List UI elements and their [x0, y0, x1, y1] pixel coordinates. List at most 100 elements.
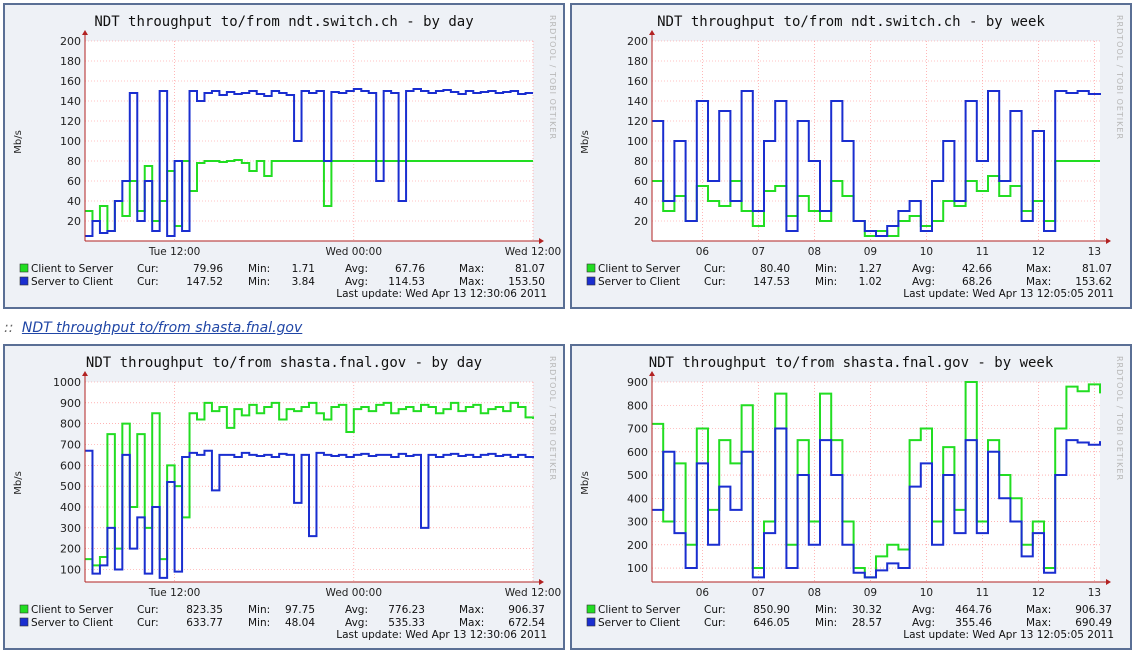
x-tick-label: 07 [752, 587, 765, 599]
legend-name: Server to Client [598, 276, 680, 288]
legend-cur-value: 633.77 [186, 617, 223, 629]
legend-avg-label: Avg: [345, 604, 368, 616]
y-tick-label: 600 [60, 459, 81, 472]
legend-avg-value: 464.76 [955, 604, 992, 616]
legend-min-value: 1.27 [859, 263, 882, 275]
legend-max-value: 153.50 [508, 276, 545, 288]
legend-swatch [19, 276, 29, 286]
legend-max-value: 672.54 [508, 617, 545, 629]
x-tick-label: Wed 12:00 [505, 587, 562, 599]
x-tick-label: 06 [696, 587, 710, 599]
y-tick-label: 700 [60, 439, 81, 452]
legend-cur-value: 823.35 [186, 604, 223, 616]
legend-avg-label: Avg: [345, 617, 368, 629]
last-update: Last update: Wed Apr 13 12:30:06 2011 [336, 629, 547, 641]
legend-cur-label: Cur: [137, 263, 159, 275]
chart-svg: NDT throughput to/from shasta.fnal.gov -… [580, 355, 1124, 641]
y-tick-label: 60 [634, 175, 648, 188]
legend-cur-value: 80.40 [760, 263, 790, 275]
x-tick-label: 12 [1032, 246, 1045, 258]
legend-name: Server to Client [31, 276, 113, 288]
x-tick-label: Tue 12:00 [148, 587, 201, 599]
y-tick-label: 900 [60, 397, 81, 410]
x-tick-label: 11 [976, 246, 989, 258]
legend-name: Server to Client [31, 617, 113, 629]
chart-svg: NDT throughput to/from ndt.switch.ch - b… [580, 14, 1124, 300]
y-tick-label: 140 [627, 95, 648, 108]
legend-avg-value: 535.33 [388, 617, 425, 629]
y-tick-label: 400 [60, 501, 81, 514]
legend-max-value: 153.62 [1075, 276, 1112, 288]
y-tick-label: 160 [60, 75, 81, 88]
legend-cur-value: 646.05 [753, 617, 790, 629]
legend-swatch [586, 617, 596, 627]
legend-swatch [19, 263, 29, 273]
y-tick-label: 180 [627, 55, 648, 68]
legend-cur-value: 79.96 [193, 263, 223, 275]
y-tick-label: 1000 [53, 376, 81, 389]
series-line [85, 449, 534, 579]
legend-max-label: Max: [459, 604, 484, 616]
legend-max-label: Max: [1026, 617, 1051, 629]
legend-cur-label: Cur: [704, 617, 726, 629]
plot-area [652, 41, 1100, 241]
legend-cur-value: 147.52 [186, 276, 223, 288]
legend-swatch [586, 276, 596, 286]
y-tick-label: 900 [627, 376, 648, 389]
y-axis-arrow [649, 371, 655, 376]
y-tick-label: 700 [627, 423, 648, 436]
y-tick-label: 160 [627, 75, 648, 88]
legend-swatch [19, 617, 29, 627]
last-update: Last update: Wed Apr 13 12:05:05 2011 [903, 288, 1114, 300]
y-tick-label: 100 [627, 135, 648, 148]
y-tick-label: 20 [634, 215, 648, 228]
chart-svg: NDT throughput to/from ndt.switch.ch - b… [13, 14, 561, 300]
last-update: Last update: Wed Apr 13 12:05:05 2011 [903, 629, 1114, 641]
y-tick-label: 200 [60, 35, 81, 48]
y-tick-label: 40 [634, 195, 648, 208]
legend-cur-label: Cur: [137, 604, 159, 616]
x-tick-label: 06 [696, 246, 710, 258]
y-axis-label: Mb/s [580, 130, 591, 154]
legend-name: Client to Server [31, 263, 114, 275]
section-caption: :: NDT throughput to/from shasta.fnal.go… [4, 320, 302, 336]
legend-cur-value: 850.90 [753, 604, 790, 616]
x-axis-arrow [1106, 579, 1111, 585]
legend-max-label: Max: [459, 276, 484, 288]
legend-max-value: 906.37 [508, 604, 545, 616]
series-line [652, 90, 1101, 237]
legend-name: Client to Server [598, 604, 681, 616]
legend-min-label: Min: [815, 263, 837, 275]
legend-min-value: 1.02 [859, 276, 882, 288]
legend-cur-label: Cur: [137, 617, 159, 629]
y-axis-label: Mb/s [580, 471, 591, 495]
x-tick-label: Wed 00:00 [326, 246, 383, 258]
y-tick-label: 80 [634, 155, 648, 168]
watermark: RRDTOOL / TOBI OETIKER [548, 356, 557, 481]
x-tick-label: 07 [752, 246, 765, 258]
y-tick-label: 500 [627, 469, 648, 482]
chart-panel-fnal-day: NDT throughput to/from shasta.fnal.gov -… [3, 344, 565, 650]
plot-area [652, 382, 1100, 582]
legend-min-value: 3.84 [292, 276, 316, 288]
legend-avg-value: 68.26 [962, 276, 992, 288]
legend-cur-label: Cur: [704, 604, 726, 616]
legend-min-label: Min: [248, 263, 270, 275]
legend-swatch [586, 263, 596, 273]
legend-min-label: Min: [248, 604, 270, 616]
legend-avg-value: 355.46 [955, 617, 992, 629]
x-tick-label: Wed 00:00 [326, 587, 383, 599]
legend-name: Server to Client [598, 617, 680, 629]
y-axis-arrow [649, 30, 655, 35]
x-tick-label: 09 [864, 587, 877, 599]
fnal-section-link[interactable]: NDT throughput to/from shasta.fnal.gov [21, 320, 303, 336]
watermark: RRDTOOL / TOBI OETIKER [1115, 15, 1124, 140]
legend-avg-label: Avg: [912, 617, 935, 629]
y-tick-label: 100 [60, 564, 81, 577]
y-tick-label: 40 [67, 195, 81, 208]
legend-avg-label: Avg: [345, 263, 368, 275]
x-axis-arrow [539, 238, 544, 244]
y-tick-label: 140 [60, 95, 81, 108]
legend-max-value: 690.49 [1075, 617, 1112, 629]
series-line [85, 159, 533, 232]
